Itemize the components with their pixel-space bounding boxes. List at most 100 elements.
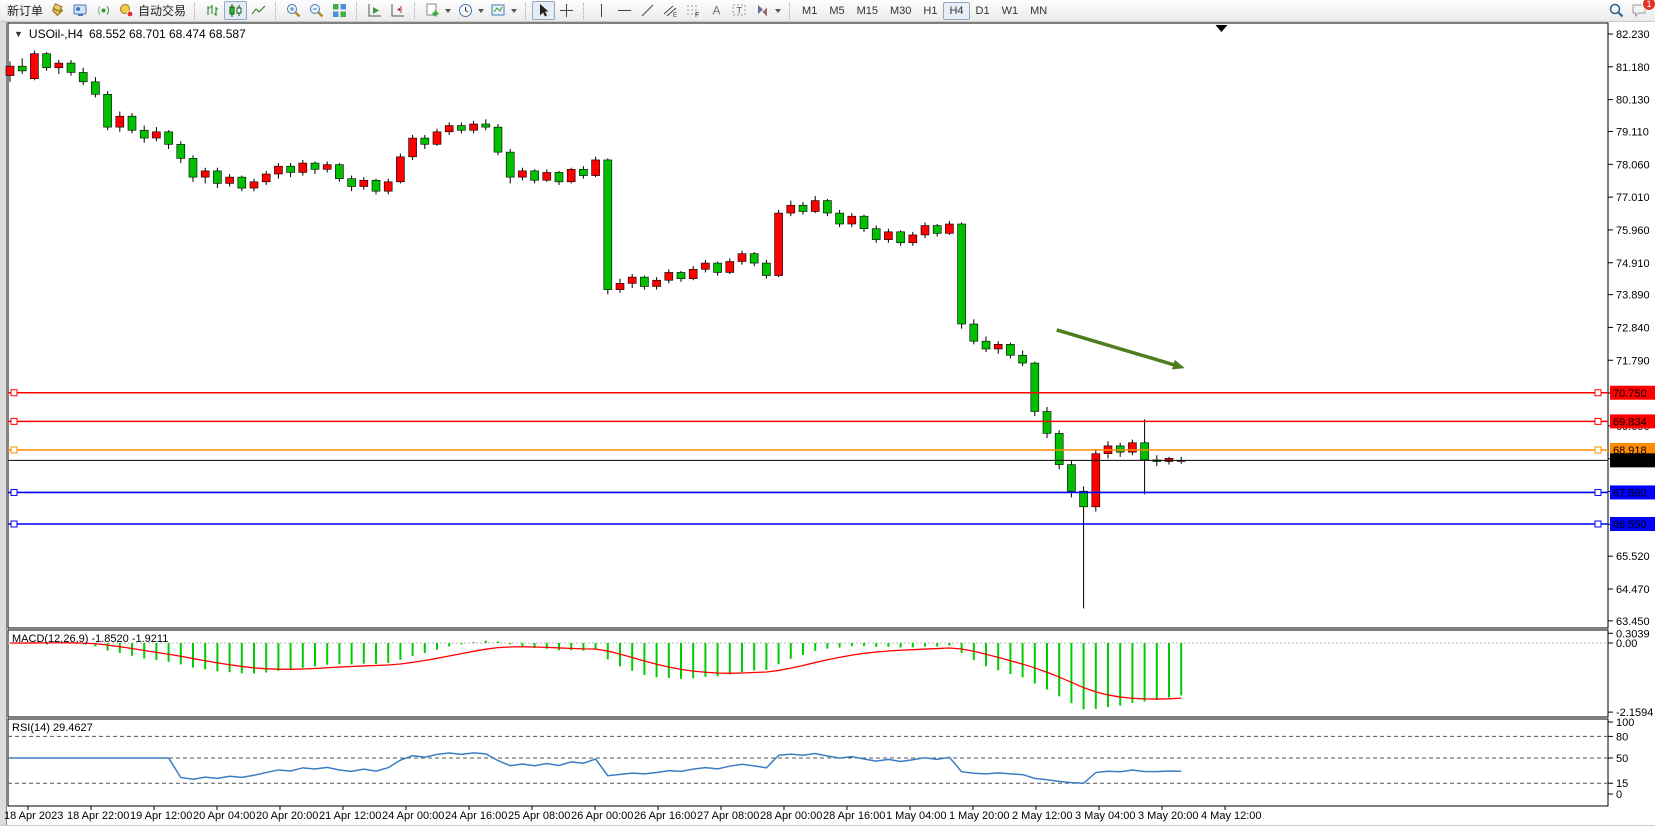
crosshair-button[interactable]: [555, 1, 578, 20]
svg-text:100: 100: [1616, 717, 1634, 729]
svg-text:50: 50: [1616, 753, 1628, 765]
timeframe-mn[interactable]: MN: [1024, 2, 1053, 20]
svg-text:4 May 12:00: 4 May 12:00: [1201, 810, 1262, 822]
rsi-panel[interactable]: [7, 718, 1609, 807]
search-icon: [1608, 2, 1625, 19]
fibonacci-button[interactable]: F: [682, 1, 705, 20]
chevron-down-icon: [445, 8, 452, 13]
svg-text:15: 15: [1616, 778, 1628, 790]
gold-stack-button[interactable]: [46, 1, 69, 20]
equidistant-channel-icon: E: [662, 2, 679, 19]
line-handle[interactable]: [10, 389, 18, 397]
line-chart-button[interactable]: [247, 1, 270, 20]
trendline-button[interactable]: [636, 1, 659, 20]
auto-trading-icon: [118, 2, 135, 19]
line-handle[interactable]: [10, 488, 18, 496]
svg-text:0: 0: [1616, 789, 1622, 801]
line-handle[interactable]: [10, 520, 18, 528]
cursor-button[interactable]: [532, 1, 556, 20]
signal-button[interactable]: [92, 1, 115, 20]
line-handle[interactable]: [10, 446, 18, 454]
zoom-out-button[interactable]: [305, 1, 328, 20]
candlestick-chart-button[interactable]: [224, 1, 248, 20]
zoom-in-button[interactable]: [282, 1, 305, 20]
chart-shift-marker[interactable]: [1215, 25, 1228, 32]
arrows-shapes-button[interactable]: [751, 1, 784, 20]
rsi-line: [10, 752, 1182, 785]
toolbar-separator: [414, 2, 416, 19]
line-handle[interactable]: [1594, 417, 1602, 425]
zoom-out-icon: [308, 2, 325, 19]
svg-text:T: T: [737, 6, 743, 16]
svg-text:75.960: 75.960: [1616, 225, 1650, 237]
timeframe-m15[interactable]: M15: [851, 2, 884, 20]
toolbar: 新订单 自动交易 E F: [0, 0, 1655, 22]
tile-windows-icon: [331, 2, 348, 19]
timeframe-h1[interactable]: H1: [917, 2, 943, 20]
bar-chart-button[interactable]: [201, 1, 224, 20]
price-badge: [1610, 414, 1655, 429]
vertical-line-button[interactable]: [590, 1, 613, 20]
equidistant-channel-button[interactable]: E: [659, 1, 682, 20]
gold-stack-icon: [49, 2, 66, 19]
current-price-badge: [1610, 453, 1655, 468]
vertical-line-icon: [593, 2, 610, 19]
chevron-down-icon: [511, 8, 518, 13]
tile-windows-button[interactable]: [328, 1, 351, 20]
timeframe-h4[interactable]: H4: [943, 1, 970, 20]
line-handle[interactable]: [10, 417, 18, 425]
chart-shift-button[interactable]: [386, 1, 409, 20]
toolbar-separator: [583, 2, 585, 19]
timeframe-m1[interactable]: M1: [796, 2, 823, 20]
timeframe-d1[interactable]: D1: [970, 2, 996, 20]
search-button[interactable]: [1605, 1, 1628, 20]
auto-trading-button[interactable]: 自动交易: [115, 1, 189, 20]
chevron-down-icon: [775, 8, 782, 13]
chart-canvas[interactable]: 82.230 81.180 80.130 79.110 78.060 77.010 75.9…: [0, 22, 1655, 826]
trend-arrow-head: [1171, 359, 1185, 370]
svg-text:65.520: 65.520: [1616, 551, 1650, 563]
macd-signal-line: [9, 642, 1182, 700]
fibonacci-icon: F: [685, 2, 702, 19]
trend-arrow-annotation[interactable]: [1056, 328, 1178, 368]
new-chart-button[interactable]: [421, 1, 454, 20]
rsi-indicator: RSI(14) 29.4627 100 80 50 150: [8, 717, 1634, 801]
svg-text:18 Apr 2023: 18 Apr 2023: [4, 810, 63, 822]
new-order-label: 新订单: [7, 4, 44, 18]
templates-button[interactable]: [487, 1, 520, 20]
timeframe-w1[interactable]: W1: [996, 2, 1025, 20]
line-handle[interactable]: [1594, 520, 1602, 528]
price-badge: [1610, 485, 1655, 500]
svg-text:1 May 20:00: 1 May 20:00: [949, 810, 1010, 822]
collapse-icon[interactable]: ▼: [14, 29, 23, 39]
svg-text:18 Apr 22:00: 18 Apr 22:00: [67, 810, 129, 822]
new-order-button[interactable]: 新订单: [4, 1, 46, 20]
market-watch-button[interactable]: [69, 1, 92, 20]
text-button[interactable]: A: [705, 1, 728, 20]
auto-scroll-button[interactable]: [363, 1, 386, 20]
svg-text:79.110: 79.110: [1616, 127, 1649, 139]
candlestick-chart-icon: [227, 2, 244, 19]
text-label-button[interactable]: T: [728, 1, 751, 20]
chart-plot-area[interactable]: [7, 22, 1609, 629]
timeframe-m30[interactable]: M30: [884, 2, 917, 20]
svg-text:28 Apr 16:00: 28 Apr 16:00: [823, 810, 885, 822]
price-badge: [1610, 517, 1655, 531]
text-icon: A: [708, 2, 725, 19]
svg-text:82.230: 82.230: [1616, 29, 1650, 41]
periods-button[interactable]: [454, 1, 487, 20]
timeframe-m5[interactable]: M5: [823, 2, 850, 20]
svg-text:A: A: [713, 4, 721, 18]
line-chart-icon: [250, 2, 267, 19]
svg-text:0.00: 0.00: [1616, 638, 1637, 650]
svg-text:26 Apr 00:00: 26 Apr 00:00: [571, 810, 633, 822]
line-handle[interactable]: [1594, 446, 1602, 454]
macd-panel[interactable]: [7, 629, 1609, 718]
rsi-label: RSI(14) 29.4627: [12, 722, 93, 734]
svg-text:67.560: 67.560: [1613, 487, 1647, 499]
chevron-down-icon: [478, 8, 485, 13]
horizontal-line-button[interactable]: [613, 1, 636, 20]
time-axis: 18 Apr 2023 18 Apr 22:00 19 Apr 12:00 20 Ap…: [4, 806, 1262, 822]
line-handle[interactable]: [1594, 389, 1602, 397]
line-handle[interactable]: [1594, 488, 1602, 496]
